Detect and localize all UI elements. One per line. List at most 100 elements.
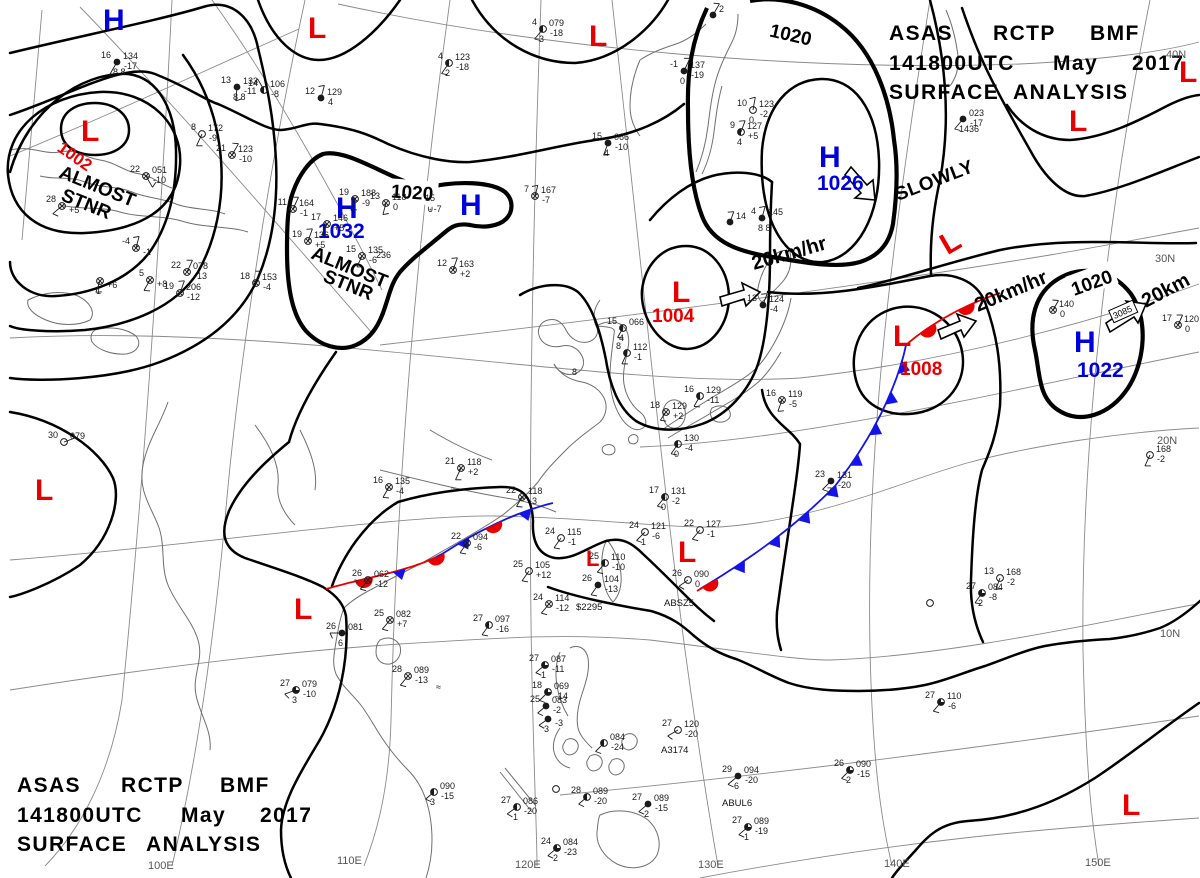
svg-text:ABUL6: ABUL6 bbox=[722, 798, 752, 809]
svg-text:094: 094 bbox=[744, 765, 759, 775]
svg-text:20N: 20N bbox=[1157, 435, 1177, 447]
svg-text:4: 4 bbox=[328, 97, 333, 107]
svg-text:24: 24 bbox=[629, 520, 639, 530]
svg-text:19: 19 bbox=[292, 229, 302, 239]
svg-text:087: 087 bbox=[551, 654, 566, 664]
svg-text:4: 4 bbox=[619, 333, 624, 343]
svg-text:+7: +7 bbox=[397, 619, 407, 629]
svg-text:-12: -12 bbox=[187, 292, 200, 302]
svg-text:RCTP: RCTP bbox=[993, 22, 1056, 45]
svg-text:+2: +2 bbox=[673, 411, 683, 421]
svg-text:-20: -20 bbox=[524, 806, 537, 816]
svg-text:26: 26 bbox=[672, 568, 682, 578]
svg-text:RCTP: RCTP bbox=[121, 774, 184, 797]
svg-text:19: 19 bbox=[164, 281, 174, 291]
svg-text:141800UTC: 141800UTC bbox=[17, 804, 143, 827]
svg-text:167: 167 bbox=[541, 185, 556, 195]
svg-text:L: L bbox=[1122, 789, 1140, 822]
svg-text:127: 127 bbox=[706, 519, 721, 529]
svg-text:-2: -2 bbox=[553, 705, 561, 715]
svg-text:0: 0 bbox=[749, 115, 754, 125]
svg-text:084: 084 bbox=[563, 837, 578, 847]
svg-text:10: 10 bbox=[737, 98, 747, 108]
svg-text:22: 22 bbox=[684, 518, 694, 528]
svg-text:119: 119 bbox=[788, 389, 802, 399]
svg-text:-1: -1 bbox=[568, 537, 576, 547]
svg-text:168: 168 bbox=[1006, 567, 1021, 577]
svg-text:SURFACE: SURFACE bbox=[17, 833, 127, 856]
svg-text:0: 0 bbox=[695, 579, 700, 589]
svg-text:≈: ≈ bbox=[354, 576, 359, 586]
svg-text:090: 090 bbox=[856, 759, 871, 769]
svg-text:079: 079 bbox=[549, 18, 564, 28]
svg-text:+8: +8 bbox=[157, 279, 167, 289]
svg-text:12: 12 bbox=[305, 86, 315, 96]
svg-text:0: 0 bbox=[661, 502, 666, 512]
svg-text:H: H bbox=[1074, 326, 1096, 359]
svg-text:104: 104 bbox=[604, 574, 619, 584]
svg-text:L: L bbox=[308, 12, 326, 45]
svg-text:110: 110 bbox=[611, 552, 625, 562]
svg-text:≈: ≈ bbox=[451, 484, 456, 494]
svg-text:-4: -4 bbox=[770, 304, 778, 314]
svg-text:135: 135 bbox=[368, 245, 383, 255]
svg-text:13: 13 bbox=[984, 566, 994, 576]
svg-text:27: 27 bbox=[529, 653, 539, 663]
svg-text:27: 27 bbox=[501, 795, 511, 805]
svg-text:-4: -4 bbox=[396, 486, 404, 496]
svg-text:124: 124 bbox=[769, 294, 784, 304]
svg-text:3: 3 bbox=[539, 34, 544, 44]
svg-text:106: 106 bbox=[270, 79, 285, 89]
svg-text:136: 136 bbox=[314, 230, 329, 240]
svg-text:120: 120 bbox=[1184, 314, 1199, 324]
svg-text:127: 127 bbox=[747, 121, 762, 131]
svg-text:22: 22 bbox=[451, 531, 461, 541]
svg-text:129: 129 bbox=[672, 401, 687, 411]
svg-text:-2: -2 bbox=[1157, 454, 1165, 464]
svg-text:8 8: 8 8 bbox=[233, 92, 246, 102]
svg-text:123: 123 bbox=[238, 144, 253, 154]
svg-text:0: 0 bbox=[674, 449, 679, 459]
svg-text:0: 0 bbox=[1060, 309, 1065, 319]
svg-text:-6: -6 bbox=[652, 531, 660, 541]
svg-text:146: 146 bbox=[333, 213, 348, 223]
svg-text:3: 3 bbox=[430, 797, 435, 807]
svg-text:+5: +5 bbox=[315, 240, 325, 250]
svg-text:15: 15 bbox=[346, 244, 356, 254]
svg-text:-20: -20 bbox=[838, 480, 851, 490]
svg-text:2017: 2017 bbox=[1132, 52, 1184, 75]
svg-text:153: 153 bbox=[262, 272, 277, 282]
svg-text:18: 18 bbox=[532, 680, 542, 690]
svg-text:062: 062 bbox=[374, 569, 389, 579]
svg-text:145: 145 bbox=[768, 207, 783, 217]
svg-text:29: 29 bbox=[722, 764, 732, 774]
svg-text:090: 090 bbox=[694, 569, 709, 579]
svg-text:-17: -17 bbox=[124, 61, 137, 71]
svg-text:118: 118 bbox=[467, 457, 481, 467]
svg-text:090: 090 bbox=[440, 781, 455, 791]
svg-text:2: 2 bbox=[978, 598, 983, 608]
svg-text:27: 27 bbox=[662, 718, 672, 728]
svg-text:13: 13 bbox=[221, 75, 231, 85]
svg-text:L: L bbox=[586, 546, 599, 571]
svg-text:069: 069 bbox=[554, 681, 569, 691]
svg-text:-15: -15 bbox=[857, 769, 870, 779]
svg-text:-13: -13 bbox=[194, 271, 207, 281]
svg-text:-4: -4 bbox=[263, 282, 271, 292]
svg-text:-15: -15 bbox=[441, 791, 454, 801]
svg-text:3: 3 bbox=[544, 724, 549, 734]
svg-text:-3: -3 bbox=[529, 496, 537, 506]
svg-text:40N: 40N bbox=[1166, 49, 1186, 61]
svg-text:1436: 1436 bbox=[959, 124, 979, 134]
svg-text:≈: ≈ bbox=[436, 682, 441, 692]
svg-text:2: 2 bbox=[846, 775, 851, 785]
svg-text:084: 084 bbox=[610, 732, 625, 742]
svg-text:133: 133 bbox=[243, 76, 258, 86]
svg-text:26: 26 bbox=[352, 568, 362, 578]
svg-text:2: 2 bbox=[445, 68, 450, 78]
svg-text:-1: -1 bbox=[634, 352, 642, 362]
svg-text:135: 135 bbox=[395, 476, 410, 486]
svg-text:110E: 110E bbox=[337, 855, 362, 867]
svg-text:137: 137 bbox=[690, 60, 705, 70]
svg-text:-16: -16 bbox=[496, 624, 509, 634]
